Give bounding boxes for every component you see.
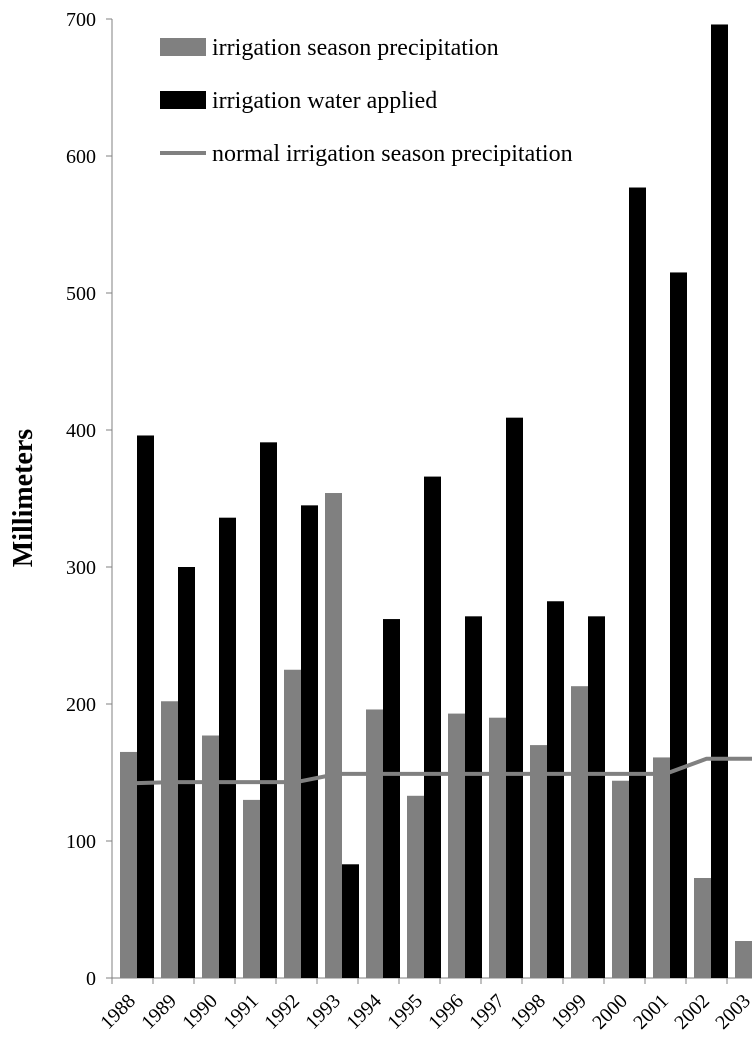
y-tick-label: 400 — [66, 420, 96, 442]
precipitation-bar — [161, 701, 178, 978]
normal-precipitation-line — [124, 756, 752, 786]
precipitation-bar — [243, 799, 260, 978]
water-applied-bar — [137, 435, 154, 979]
x-tick-label: 2000 — [588, 990, 632, 1034]
x-tick-label: 1993 — [301, 990, 345, 1034]
x-tick-label: 1997 — [465, 990, 509, 1034]
precipitation-bar — [735, 941, 752, 978]
x-tick-label: 1999 — [547, 990, 591, 1034]
legend-swatch-water-applied — [160, 91, 206, 109]
y-tick-label: 300 — [66, 557, 96, 579]
precipitation-bar — [284, 669, 301, 978]
legend-label-precipitation: irrigation season precipitation — [212, 35, 499, 61]
precipitation-bar — [571, 686, 588, 978]
y-tick-label: 100 — [66, 831, 96, 853]
precipitation-bar — [694, 877, 711, 978]
water-applied-bar — [711, 24, 728, 979]
x-tick-label: 2001 — [629, 990, 673, 1034]
precipitation-bar — [612, 780, 629, 978]
x-tick-label: 1994 — [342, 990, 386, 1034]
x-tick-label: 1995 — [383, 990, 427, 1034]
x-tick-label: 1991 — [219, 990, 263, 1034]
legend-label-water-applied: irrigation water applied — [212, 88, 437, 114]
precipitation-bar — [530, 745, 547, 978]
y-tick-label: 200 — [66, 694, 96, 716]
x-tick-label: 2003 — [711, 990, 752, 1034]
precipitation-bar — [120, 751, 137, 978]
x-tick-label: 1989 — [137, 990, 181, 1034]
x-tick-label: 2002 — [670, 990, 714, 1034]
precipitation-bar — [653, 757, 670, 978]
water-applied-bar — [547, 601, 564, 978]
y-tick-label: 500 — [66, 283, 96, 305]
x-tick-label: 1988 — [96, 990, 140, 1034]
legend-label-normal-line: normal irrigation season precipitation — [212, 141, 573, 167]
water-applied-bar — [465, 616, 482, 978]
water-applied-bar — [588, 616, 605, 978]
water-applied-bar — [383, 619, 400, 978]
legend-swatch-precipitation — [160, 38, 206, 56]
y-tick-label: 600 — [66, 146, 96, 168]
water-applied-bar — [342, 864, 359, 978]
precipitation-bar — [366, 709, 383, 978]
precipitation-bar — [202, 735, 219, 978]
x-axis: 1988198919901991199219931994199519961997… — [96, 977, 752, 1034]
y-tick-label: 0 — [86, 968, 96, 990]
water-applied-bar — [629, 187, 646, 978]
bars — [120, 24, 752, 979]
x-tick-label: 1998 — [506, 990, 550, 1034]
water-applied-bar — [260, 442, 277, 979]
water-applied-bar — [424, 476, 441, 978]
water-applied-bar — [670, 272, 687, 978]
water-applied-bar — [301, 505, 318, 978]
normal-line-series — [124, 756, 752, 786]
x-tick-label: 1992 — [260, 990, 304, 1034]
legend: irrigation season precipitation irrigatio… — [160, 35, 573, 167]
x-tick-label: 1990 — [178, 990, 222, 1034]
precipitation-bar — [448, 713, 465, 978]
precipitation-bar — [407, 795, 424, 978]
water-applied-bar — [219, 517, 236, 978]
water-applied-bar — [506, 417, 523, 978]
water-applied-bar — [178, 567, 195, 978]
x-tick-label: 1996 — [424, 990, 468, 1034]
y-axis-title: Millimeters — [8, 429, 39, 567]
precipitation-bar — [489, 717, 506, 978]
y-axis: 0 100 200 300 400 500 600 700 — [66, 9, 113, 990]
precipitation-bar — [325, 493, 342, 978]
y-tick-label: 700 — [66, 9, 96, 31]
